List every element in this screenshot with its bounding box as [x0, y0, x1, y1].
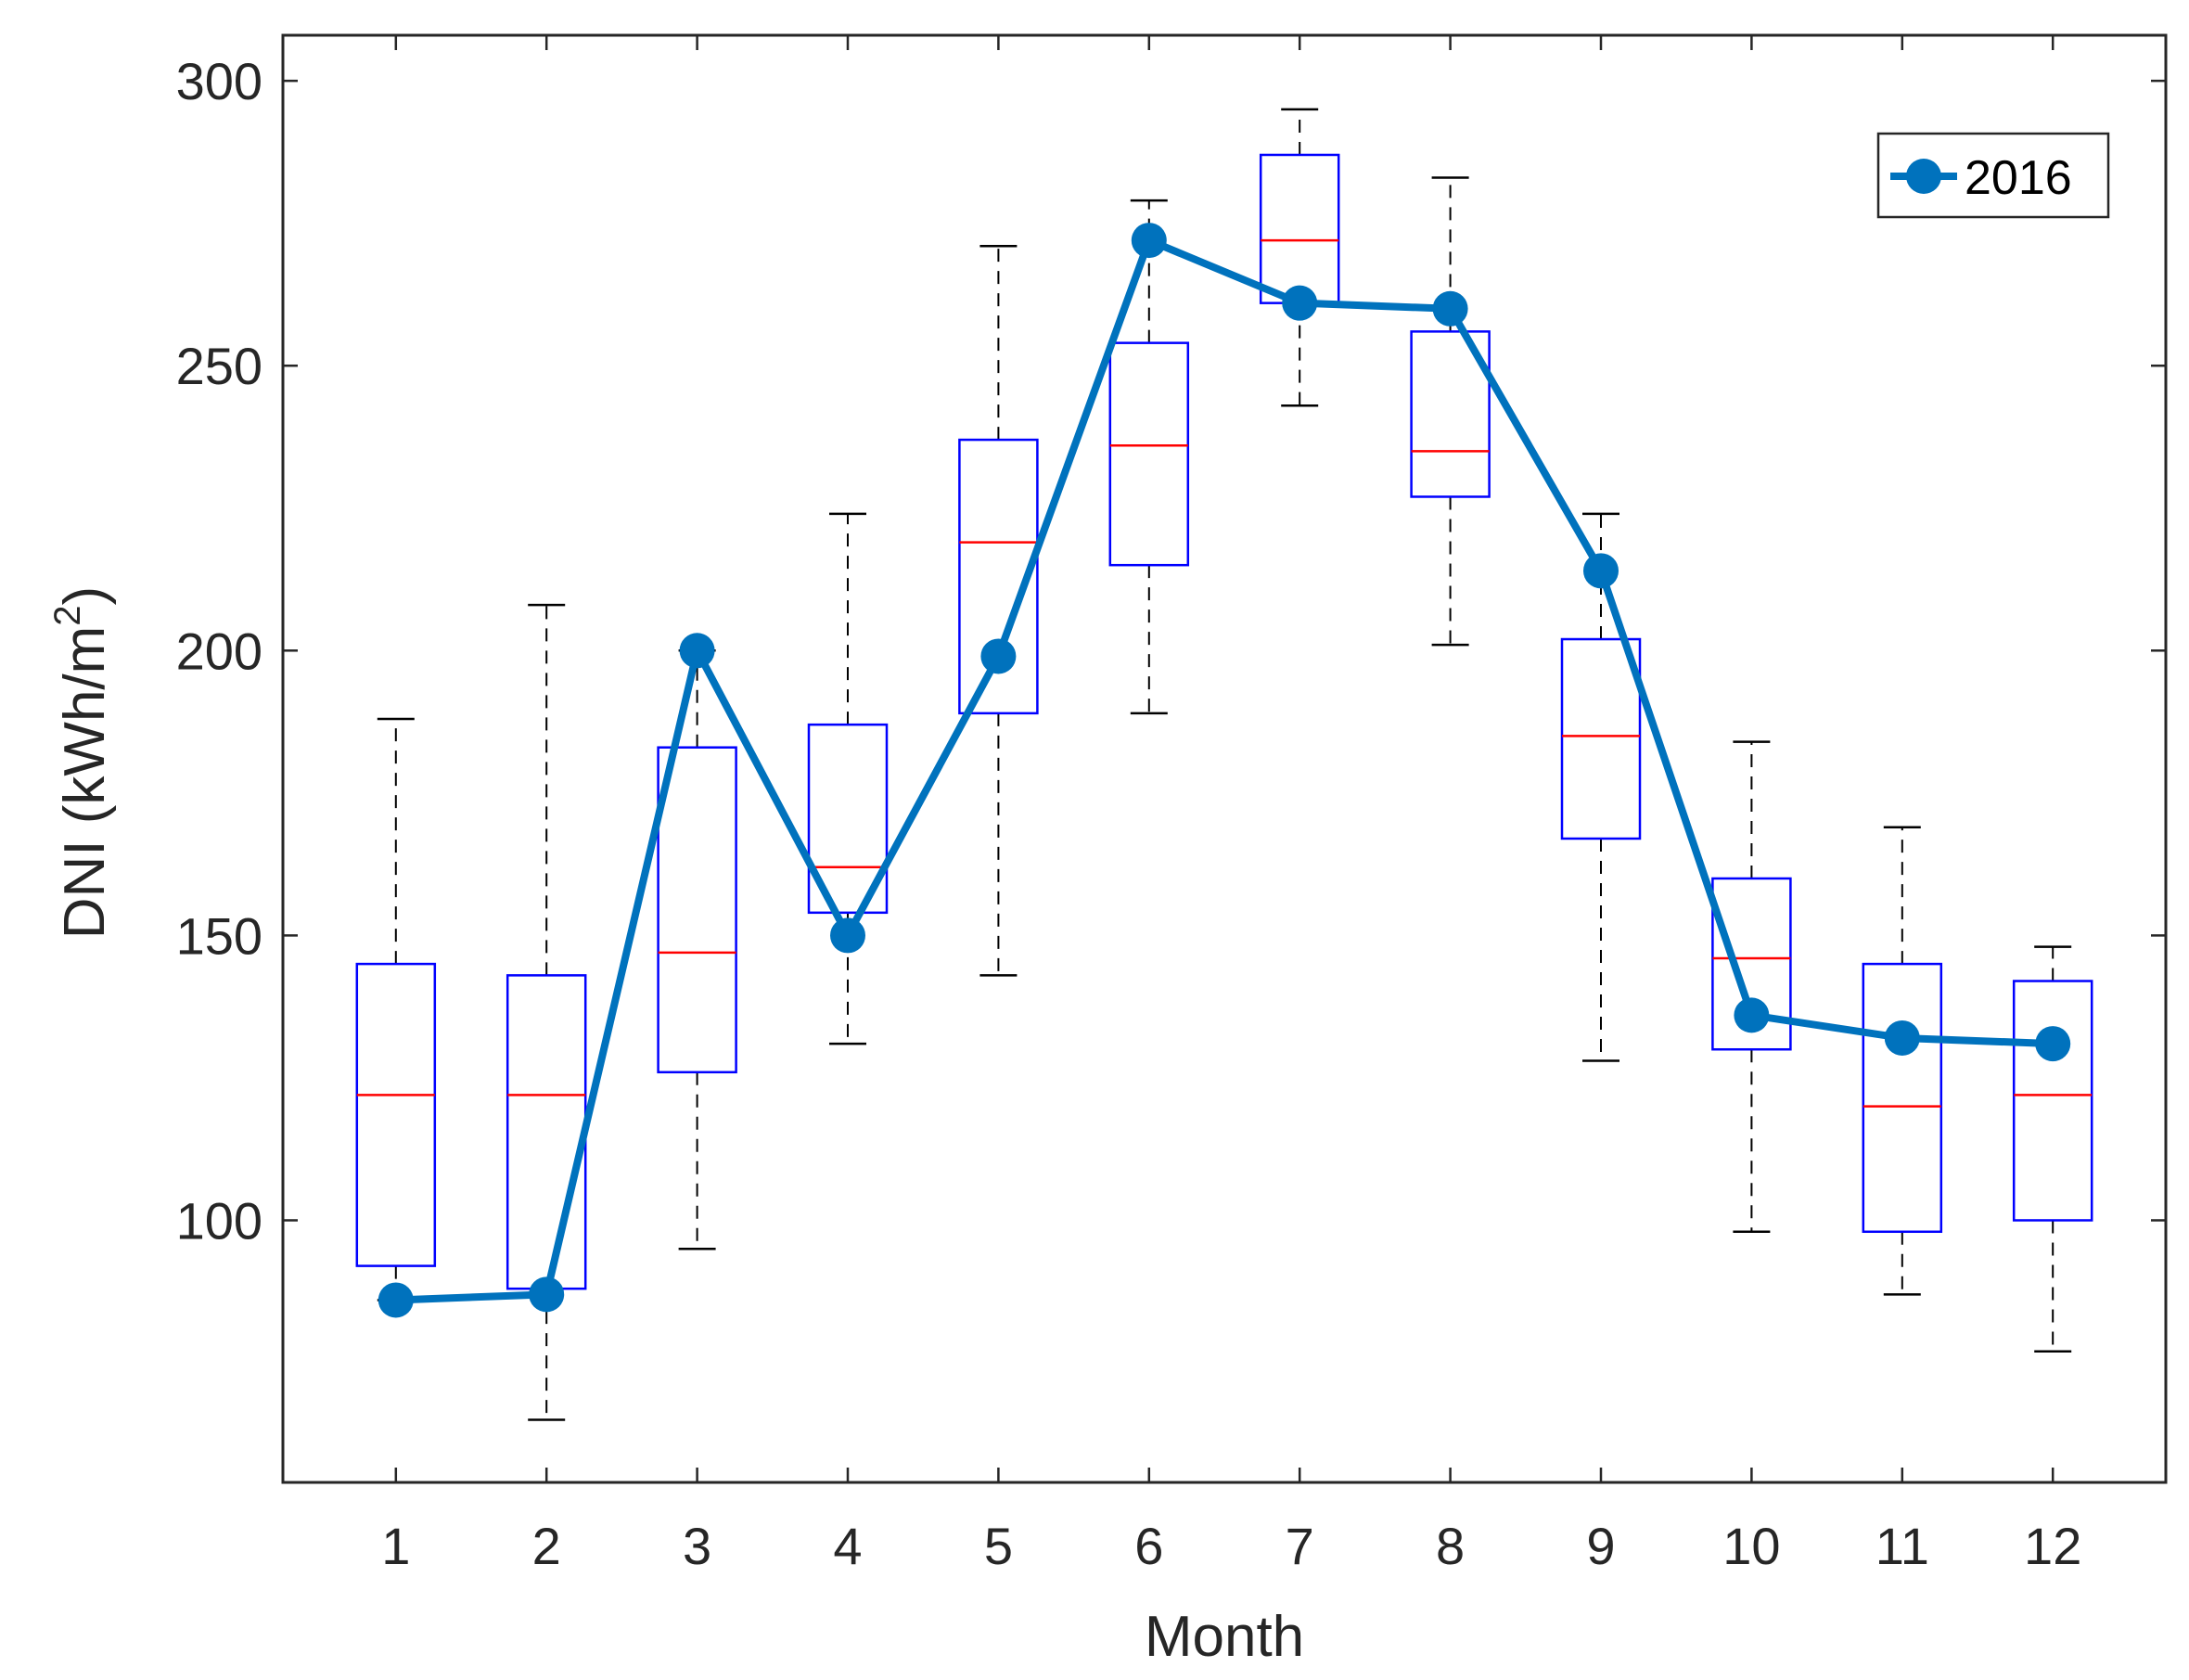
series-group	[378, 223, 2071, 1318]
series-2016-point-10	[1734, 997, 1770, 1033]
y-tick-label: 150	[176, 906, 262, 965]
x-axis-title: Month	[1145, 1605, 1304, 1669]
x-tick-label: 3	[683, 1517, 711, 1575]
y-tick-label: 250	[176, 337, 262, 395]
x-tick-label: 11	[1875, 1517, 1929, 1575]
iqr-box	[1560, 637, 1642, 840]
iqr-box	[1410, 330, 1491, 498]
y-axis-title-main: DNI (kWh/m	[53, 626, 117, 940]
iqr-box	[657, 746, 737, 1074]
box-12	[2012, 945, 2093, 1353]
series-2016-point-2	[529, 1276, 565, 1313]
iqr-box	[1862, 962, 1943, 1234]
x-tick-label: 2	[532, 1517, 561, 1575]
box-10	[1711, 740, 1792, 1234]
plot-area-frame	[281, 33, 2168, 1484]
x-tick-label: 10	[1722, 1517, 1780, 1575]
x-tick-label: 6	[1134, 1517, 1163, 1575]
x-tick-label: 8	[1436, 1517, 1465, 1575]
x-tick-labels: 1 2 3 4 5 6 7 8 9 10 11 12	[381, 1517, 2081, 1575]
box-1	[355, 717, 437, 1302]
boxplot-group	[355, 108, 2093, 1421]
y-tick-label: 200	[176, 622, 262, 680]
x-tick-label: 1	[381, 1517, 410, 1575]
y-tick-labels: 100 150 200 250 300	[176, 52, 262, 1250]
y-tick-label: 300	[176, 52, 262, 110]
y-axis-title: DNI (kWh/m2)	[47, 586, 117, 939]
series-2016-point-3	[679, 633, 715, 669]
y-axis-title-close: )	[53, 586, 117, 606]
y-tick-label: 100	[176, 1191, 262, 1250]
y-axis-title-superscript: 2	[47, 605, 88, 625]
legend-marker	[1906, 159, 1941, 194]
x-tick-label: 12	[2024, 1517, 2081, 1575]
series-2016-point-4	[830, 917, 865, 954]
x-tick-label: 9	[1586, 1517, 1615, 1575]
series-2016-point-9	[1583, 553, 1619, 589]
iqr-box	[958, 438, 1039, 715]
box-9	[1560, 512, 1642, 1062]
x-tick-label: 4	[833, 1517, 862, 1575]
x-tick-label: 5	[984, 1517, 1013, 1575]
iqr-box	[807, 723, 889, 915]
series-2016-point-7	[1282, 285, 1318, 321]
series-2016-line	[395, 237, 2054, 1304]
legend: 2016	[1876, 132, 2110, 219]
series-2016-point-5	[980, 638, 1017, 674]
box-5	[958, 244, 1039, 977]
legend-label: 2016	[1965, 151, 2072, 205]
box-11	[1862, 826, 1943, 1296]
series-2016-point-12	[2035, 1026, 2071, 1062]
box-4	[807, 512, 889, 1045]
series-2016-point-6	[1131, 223, 1167, 259]
series-2016-point-11	[1884, 1020, 1920, 1056]
axis-ticks	[283, 35, 2166, 1482]
series-2016-point-8	[1432, 290, 1468, 327]
iqr-box	[1108, 341, 1190, 567]
series-2016-point-1	[378, 1282, 414, 1318]
x-tick-label: 7	[1286, 1517, 1314, 1575]
iqr-box	[2012, 980, 2093, 1222]
iqr-box	[1711, 877, 1792, 1051]
iqr-box	[355, 962, 437, 1267]
